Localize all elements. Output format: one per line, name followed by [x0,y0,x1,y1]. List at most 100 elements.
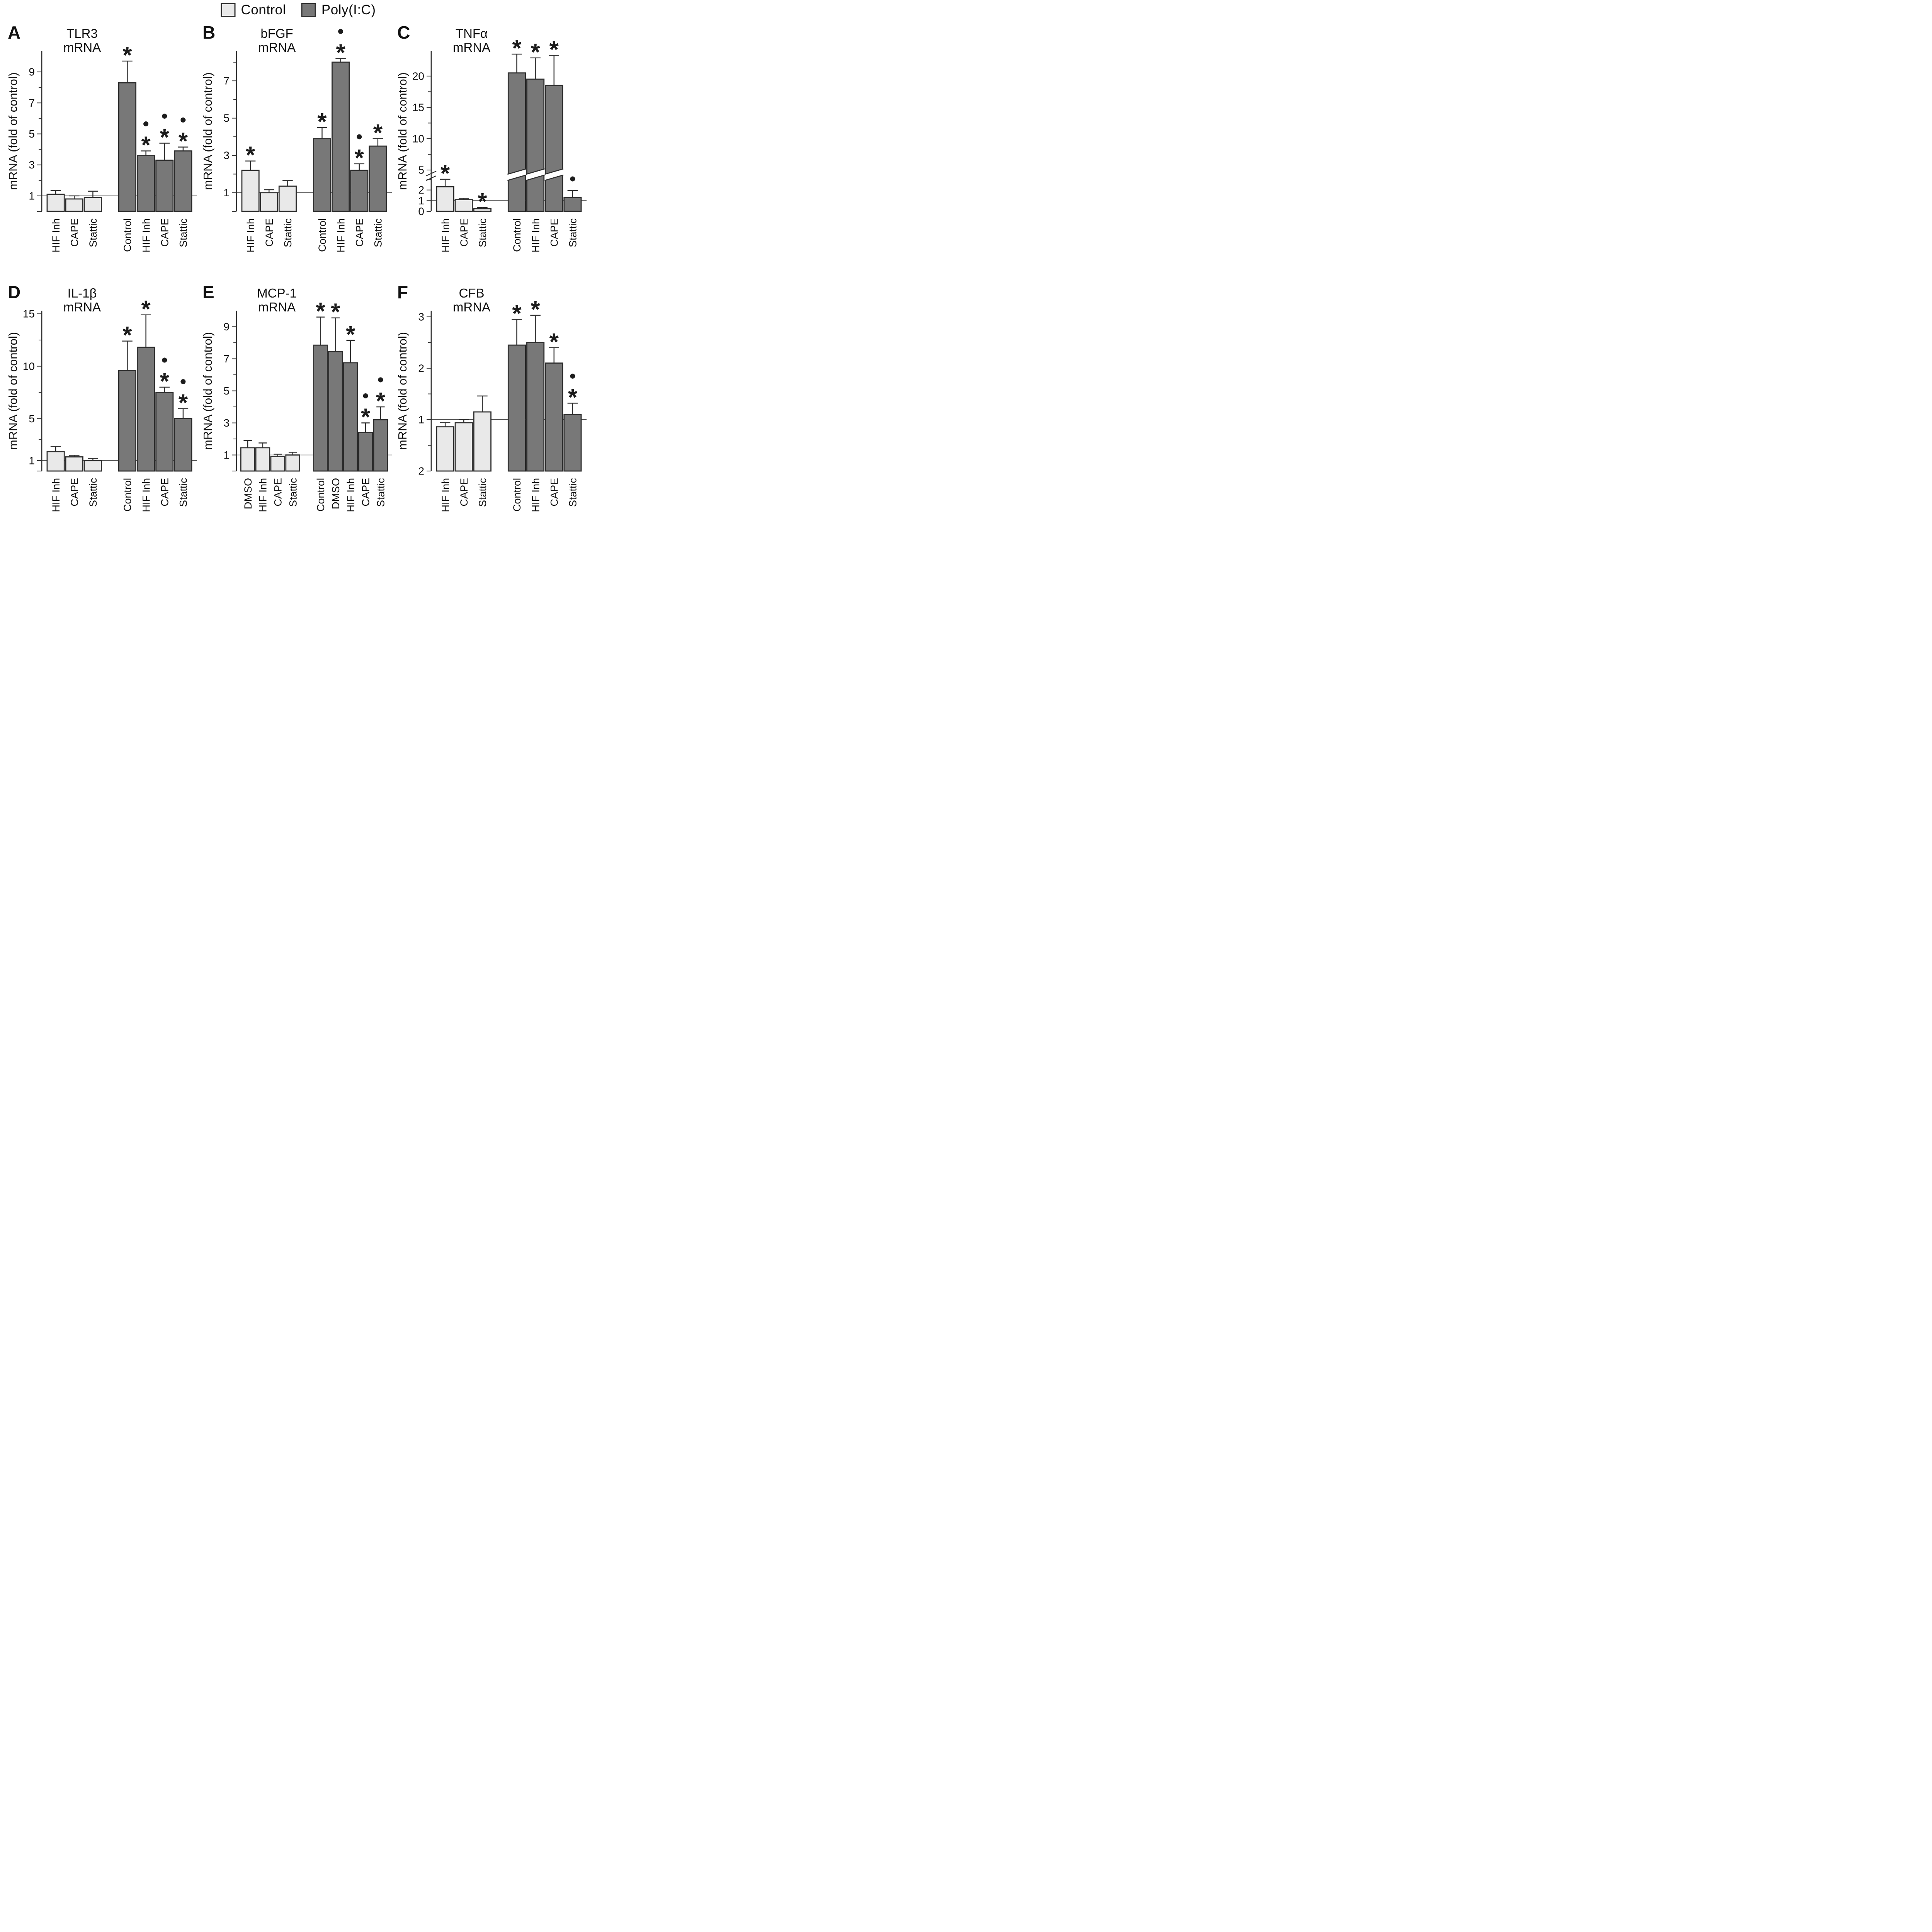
y-tick-label: 3 [29,159,35,171]
y-axis-label: mRNA (fold of control) [202,72,214,190]
significance-asterisk: * [361,404,371,431]
bar-polyic-stattic [174,418,192,472]
y-tick-label: 7 [223,353,230,365]
bar-polyic-dmso [328,351,343,472]
significance-asterisk: * [316,298,325,325]
x-category-label: HIF Inh [345,478,357,512]
axis-break-band-edge [507,174,526,181]
bar-control-dmso [240,447,255,472]
panel-letter: F [397,282,408,302]
panel-title: mRNA [258,300,296,314]
y-tick-label: 9 [223,321,230,333]
bar-polyic-control [118,370,137,472]
x-category-label: HIF Inh [335,218,347,253]
axis-break-band [507,169,526,180]
x-category-label: Stattic [372,218,384,247]
bar-polyic-cape [155,392,174,472]
x-category-label: Stattic [567,218,579,247]
y-tick-label: 15 [412,101,424,113]
significance-asterisk: * [478,189,487,215]
y-tick-label: 5 [29,413,35,425]
bar-control-stattic [285,454,300,472]
bar-control-hif-inh [241,170,260,212]
significance-asterisk: * [331,299,340,326]
significance-asterisk: * [336,39,346,66]
significance-asterisk: * [512,35,522,62]
bar-control-hif-inh [46,194,65,212]
bar-control-hif-inh [255,447,270,472]
bar-control-cape [65,456,83,472]
x-category-label: CAPE [548,478,560,507]
bar-control-stattic [83,197,102,212]
x-category-label: CAPE [69,478,80,507]
significance-dot [570,373,575,379]
axis-break-band [526,169,545,180]
y-tick-label: 1 [418,195,424,207]
y-tick-label: 5 [223,112,230,124]
legend-item-polyic: Poly(I:C) [301,2,376,18]
x-category-label: CAPE [69,218,80,247]
bar-polyic-control [313,138,332,212]
panel-letter: A [8,22,20,43]
panel-title: mRNA [63,40,101,54]
significance-dot [378,377,383,383]
panel-title: bFGF [260,26,293,41]
significance-asterisk: * [122,42,132,69]
bar-control-hif-inh [436,186,454,212]
bar-polyic-cape [155,160,174,212]
y-tick-label: 1 [223,449,230,461]
panel-title: mRNA [63,300,101,314]
bar-polyic-stattic [563,414,582,472]
x-category-label: CAPE [458,478,470,507]
significance-asterisk: * [440,160,450,187]
bar-control-stattic [473,208,492,212]
significance-asterisk: * [531,296,541,323]
bar-polyic-stattic [174,150,192,212]
panel-title: mRNA [453,40,490,54]
y-tick-label: 2 [418,465,424,477]
significance-asterisk: * [317,109,327,135]
x-category-label: CAPE [360,478,372,507]
bar-control-stattic [278,185,297,212]
y-tick-label: 5 [29,128,35,140]
significance-asterisk: * [549,36,559,63]
significance-asterisk: * [568,384,578,411]
significance-dot [162,357,167,363]
axis-break-band-edge [544,168,564,175]
y-tick-label: 1 [223,187,230,199]
x-category-label: CAPE [548,218,560,247]
y-tick-label: 1 [418,413,424,425]
y-tick-label: 5 [223,385,230,397]
y-tick-label: 0 [418,206,424,218]
bar-control-hif-inh [436,426,454,472]
x-category-label: HIF Inh [440,218,451,253]
x-category-label: Control [316,218,328,252]
significance-dot [570,176,575,182]
x-category-label: CAPE [159,218,170,247]
x-category-label: Stattic [287,478,299,507]
x-category-label: HIF Inh [140,478,152,512]
bar-control-cape [454,422,473,472]
bar-polyic-hif-inh [137,155,155,212]
y-axis-label: mRNA (fold of control) [7,72,20,190]
legend-label-polyic: Poly(I:C) [321,2,376,17]
x-category-label: Stattic [567,478,579,507]
significance-dot [180,379,186,384]
bar-polyic-stattic [369,145,387,212]
significance-asterisk: * [531,39,541,66]
y-tick-label: 1 [29,454,35,466]
x-category-label: HIF Inh [50,218,62,253]
significance-asterisk: * [373,120,383,146]
x-category-label: HIF Inh [245,218,257,253]
significance-asterisk: * [346,321,355,348]
x-category-label: Control [511,478,523,512]
significance-asterisk: * [141,296,151,323]
x-category-label: Control [122,478,133,512]
legend: Control Poly(I:C) [221,2,376,18]
significance-asterisk: * [141,132,151,159]
bar-control-cape [454,199,473,212]
